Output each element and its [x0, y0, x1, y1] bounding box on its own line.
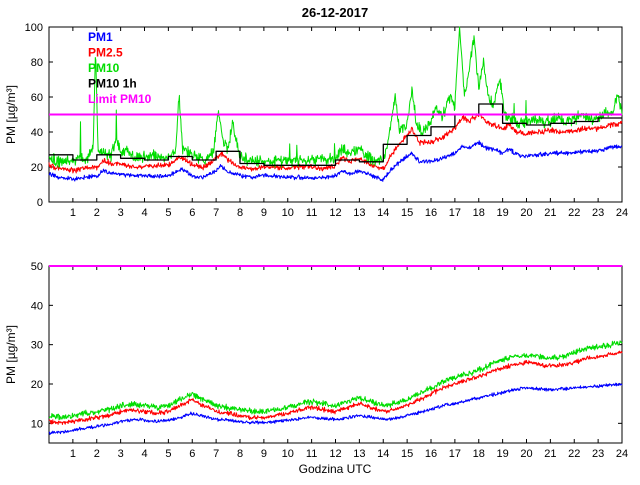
x-tick-label: 14 [377, 448, 389, 460]
x-tick-label: 22 [568, 207, 580, 219]
x-tick-label: 17 [449, 448, 461, 460]
x-tick-label: 21 [544, 207, 556, 219]
y-tick-label: 60 [31, 92, 43, 104]
x-tick-label: 18 [473, 207, 485, 219]
series-pm1 [48, 140, 623, 182]
x-tick-label: 15 [401, 207, 413, 219]
y-tick-label: 100 [25, 22, 43, 34]
x-tick-label: 4 [141, 207, 147, 219]
x-tick-label: 17 [449, 207, 461, 219]
x-tick-label: 23 [592, 207, 604, 219]
y-tick-label: 30 [31, 340, 43, 352]
x-tick-label: 8 [237, 207, 243, 219]
x-tick-label: 20 [520, 448, 532, 460]
x-tick-label: 11 [306, 207, 317, 219]
y-tick-label: 50 [31, 261, 43, 273]
series-pm1 [48, 382, 623, 435]
legend-entry-pm10: PM10 [88, 61, 120, 75]
x-tick-label: 2 [94, 448, 100, 460]
y-tick-label: 20 [31, 379, 43, 391]
legend-entry-pm2-5: PM2.5 [88, 46, 123, 60]
x-tick-label: 9 [261, 207, 267, 219]
x-tick-label: 11 [306, 448, 317, 460]
y-axis-label-top: PM [µg/m³] [4, 85, 18, 144]
series-pm2-5 [48, 350, 623, 425]
chart-title: 26-12-2017 [302, 5, 369, 20]
x-tick-label: 1 [70, 448, 76, 460]
x-tick-label: 24 [616, 448, 628, 460]
x-tick-label: 22 [568, 448, 580, 460]
x-tick-label: 1 [70, 207, 76, 219]
y-axis-label-bottom: PM [µg/m³] [4, 325, 18, 384]
x-tick-label: 19 [497, 207, 509, 219]
x-tick-label: 10 [282, 448, 294, 460]
y-tick-label: 40 [31, 127, 43, 139]
x-tick-label: 7 [213, 207, 219, 219]
x-tick-label: 13 [353, 207, 365, 219]
x-tick-label: 21 [544, 448, 556, 460]
series-pm10 [48, 340, 623, 421]
x-tick-label: 7 [213, 448, 219, 460]
legend-entry-pm10-1h: PM10 1h [88, 77, 137, 91]
x-tick-label: 13 [353, 448, 365, 460]
x-tick-label: 5 [165, 207, 171, 219]
x-tick-label: 23 [592, 448, 604, 460]
x-tick-label: 16 [425, 207, 437, 219]
x-tick-label: 20 [520, 207, 532, 219]
x-tick-label: 10 [282, 207, 294, 219]
x-tick-label: 9 [261, 448, 267, 460]
x-tick-label: 5 [165, 448, 171, 460]
legend-entry-pm1: PM1 [88, 30, 113, 44]
y-tick-label: 10 [31, 418, 43, 430]
x-tick-label: 14 [377, 207, 389, 219]
y-tick-label: 20 [31, 162, 43, 174]
y-tick-label: 80 [31, 57, 43, 69]
x-tick-label: 8 [237, 448, 243, 460]
x-tick-label: 12 [329, 448, 341, 460]
x-tick-label: 12 [329, 207, 341, 219]
bottom-chart: 1 2 3 4 5 6 7 8 9 10 11 12 13 14 15 16 17 18 19 20 21 22 23 241… [31, 261, 628, 460]
legend-entry-limit-pm10: Limit PM10 [88, 92, 152, 106]
x-tick-label: 6 [189, 448, 195, 460]
x-tick-label: 3 [118, 207, 124, 219]
x-tick-label: 16 [425, 448, 437, 460]
x-tick-label: 4 [141, 448, 147, 460]
x-tick-label: 18 [473, 448, 485, 460]
x-tick-label: 3 [118, 448, 124, 460]
y-tick-label: 40 [31, 300, 43, 312]
series-pm10-1h [49, 103, 622, 166]
x-tick-label: 6 [189, 207, 195, 219]
x-tick-label: 15 [401, 448, 413, 460]
x-tick-label: 2 [94, 207, 100, 219]
x-axis-label: Godzina UTC [299, 462, 372, 476]
x-tick-label: 19 [497, 448, 509, 460]
x-tick-label: 24 [616, 207, 628, 219]
y-tick-label: 0 [37, 197, 43, 209]
top-chart: 1 2 3 4 5 6 7 8 9 10 11 12 13 14 15 16 17 18 19 20 21 22 23 240… [25, 22, 628, 219]
